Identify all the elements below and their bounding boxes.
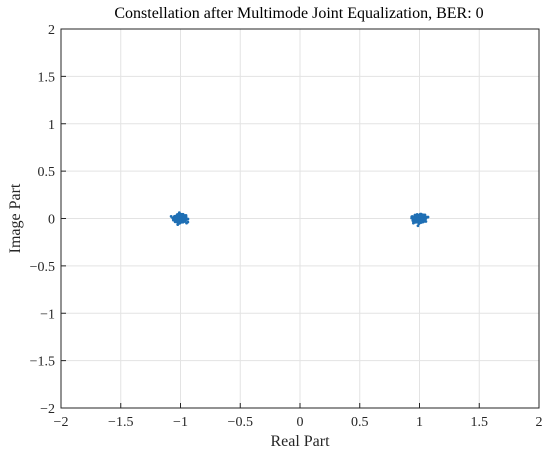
y-tick-label: −1 bbox=[40, 307, 55, 322]
constellation-point bbox=[418, 215, 422, 219]
x-tick-label: −2 bbox=[54, 415, 69, 430]
x-tick-label: 1 bbox=[416, 415, 423, 430]
constellation-point bbox=[420, 217, 424, 221]
constellation-point bbox=[185, 221, 188, 225]
constellation-point bbox=[421, 213, 425, 217]
y-tick-label: 0 bbox=[48, 213, 55, 228]
x-axis-label: Real Part bbox=[270, 433, 330, 450]
x-tick-label: 0 bbox=[297, 415, 304, 430]
constellation-point bbox=[176, 219, 180, 223]
constellation-point bbox=[177, 211, 181, 215]
constellation-point bbox=[426, 215, 430, 219]
constellation-point bbox=[413, 213, 417, 217]
y-tick-label: 0.5 bbox=[38, 165, 56, 180]
grid-lines bbox=[60, 28, 540, 409]
x-tick-label: 2 bbox=[536, 415, 543, 430]
constellation-point bbox=[412, 216, 416, 220]
constellation-point bbox=[182, 214, 186, 218]
scatter-points bbox=[169, 211, 430, 228]
x-tick-label: 0.5 bbox=[351, 415, 369, 430]
constellation-point bbox=[171, 218, 175, 222]
constellation-point bbox=[416, 217, 420, 221]
y-tick-label: −2 bbox=[40, 402, 55, 417]
x-tick-label: −0.5 bbox=[228, 415, 253, 430]
y-tick-label: 1.5 bbox=[38, 70, 56, 85]
y-tick-label: 1 bbox=[48, 118, 55, 133]
x-tick-label: −1.5 bbox=[108, 415, 133, 430]
chart-title: Constellation after Multimode Joint Equa… bbox=[114, 5, 483, 22]
constellation-point bbox=[416, 214, 420, 218]
y-axis-label: Image Part bbox=[7, 183, 24, 253]
constellation-point bbox=[179, 215, 183, 218]
constellation-point bbox=[183, 219, 186, 223]
constellation-point bbox=[416, 221, 420, 224]
axis-ticks: −2 −1.5 −1 −0.5 0 0.5 1 1.5 2 −2 −1.5 −1 −0.5 0 0.5 1 1.… bbox=[30, 23, 543, 430]
constellation-point bbox=[175, 216, 178, 220]
y-tick-label: −1.5 bbox=[30, 355, 55, 370]
constellation-point bbox=[186, 217, 190, 221]
y-tick-label: −0.5 bbox=[30, 260, 55, 275]
x-tick-label: 1.5 bbox=[471, 415, 489, 430]
y-tick-label: 2 bbox=[48, 23, 55, 38]
x-tick-label: −1 bbox=[173, 415, 188, 430]
constellation-point bbox=[177, 213, 180, 217]
constellation-point bbox=[416, 224, 420, 228]
